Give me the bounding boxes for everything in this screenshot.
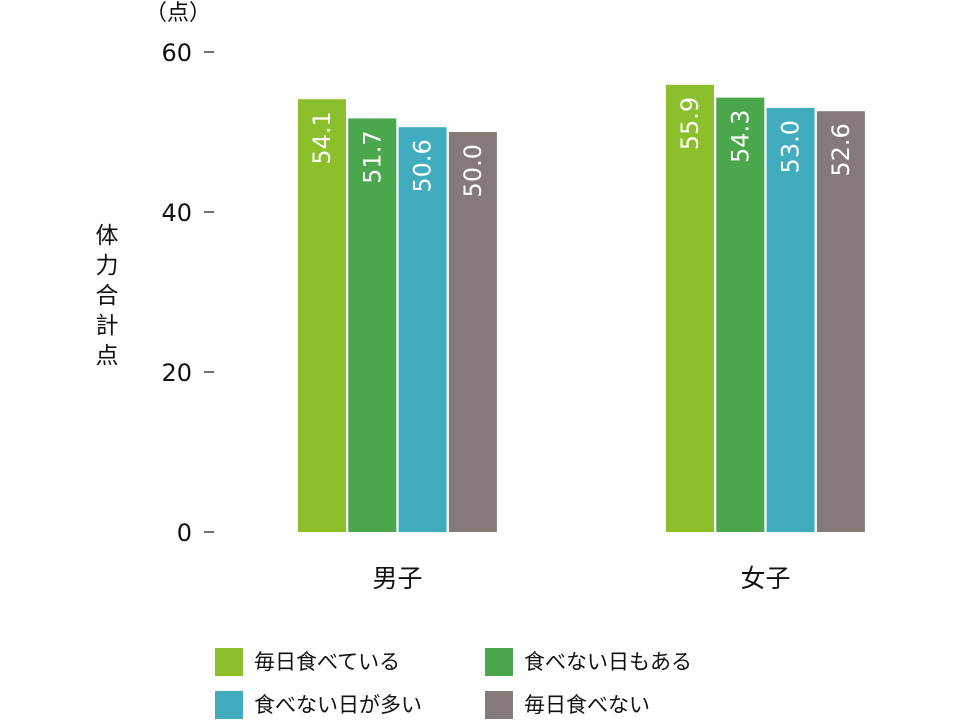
legend-label-0: 毎日食べている (254, 650, 401, 674)
data-label-boys-series-2: 50.6 (409, 139, 437, 192)
data-label-girls-series-3: 52.6 (827, 123, 855, 176)
y-axis-title: 体力合計点 (96, 223, 119, 369)
legend-label-1: 食べない日もある (524, 650, 692, 674)
x-axis: 男子 女子 (372, 564, 790, 593)
y-tick-label-0: 0 (177, 519, 192, 547)
bar-boys-series-0 (298, 99, 346, 532)
legend-label-2: 食べない日が多い (254, 693, 422, 717)
legend-swatch-2 (215, 691, 243, 719)
y-axis-unit-label: （点） (145, 1, 211, 26)
x-category-label-1: 女子 (740, 564, 790, 593)
bar-girls-series-1 (716, 97, 765, 532)
legend-item-series-2: 食べない日が多い (215, 689, 422, 721)
data-label-girls-series-2: 53.0 (777, 120, 805, 173)
bar-girls-series-3 (816, 111, 865, 532)
legend-swatch-0 (215, 648, 243, 676)
y-tick-label-2: 40 (161, 199, 192, 227)
y-axis: 0 20 40 60 (161, 39, 214, 547)
legend-label-3: 毎日食べない (524, 693, 650, 717)
data-label-girls-series-1: 54.3 (726, 110, 754, 163)
legend-swatch-1 (485, 648, 513, 676)
legend: 毎日食べている 食べない日もある 食べない日が多い 毎日食べない (215, 645, 775, 721)
data-label-boys-series-1: 51.7 (358, 130, 386, 183)
legend-swatch-3 (485, 691, 513, 719)
bar-boys-series-1 (348, 118, 397, 533)
bars-group: 54.1 51.7 50.6 50.0 55.9 54.3 53.0 52.6 (298, 84, 865, 533)
legend-item-series-0: 毎日食べている (215, 646, 400, 678)
bar-girls-series-0 (666, 84, 714, 533)
data-label-boys-series-3: 50.0 (459, 144, 487, 197)
bar-boys-series-2 (398, 127, 447, 532)
y-tick-label-1: 20 (161, 359, 192, 387)
legend-item-series-3: 毎日食べない (485, 689, 650, 721)
legend-item-series-1: 食べない日もある (485, 646, 692, 678)
y-tick-label-3: 60 (161, 39, 192, 67)
x-category-label-0: 男子 (372, 564, 422, 593)
bar-boys-series-3 (448, 132, 497, 532)
data-label-boys-series-0: 54.1 (308, 111, 336, 164)
data-label-girls-series-0: 55.9 (676, 97, 704, 150)
bar-girls-series-2 (766, 108, 815, 532)
